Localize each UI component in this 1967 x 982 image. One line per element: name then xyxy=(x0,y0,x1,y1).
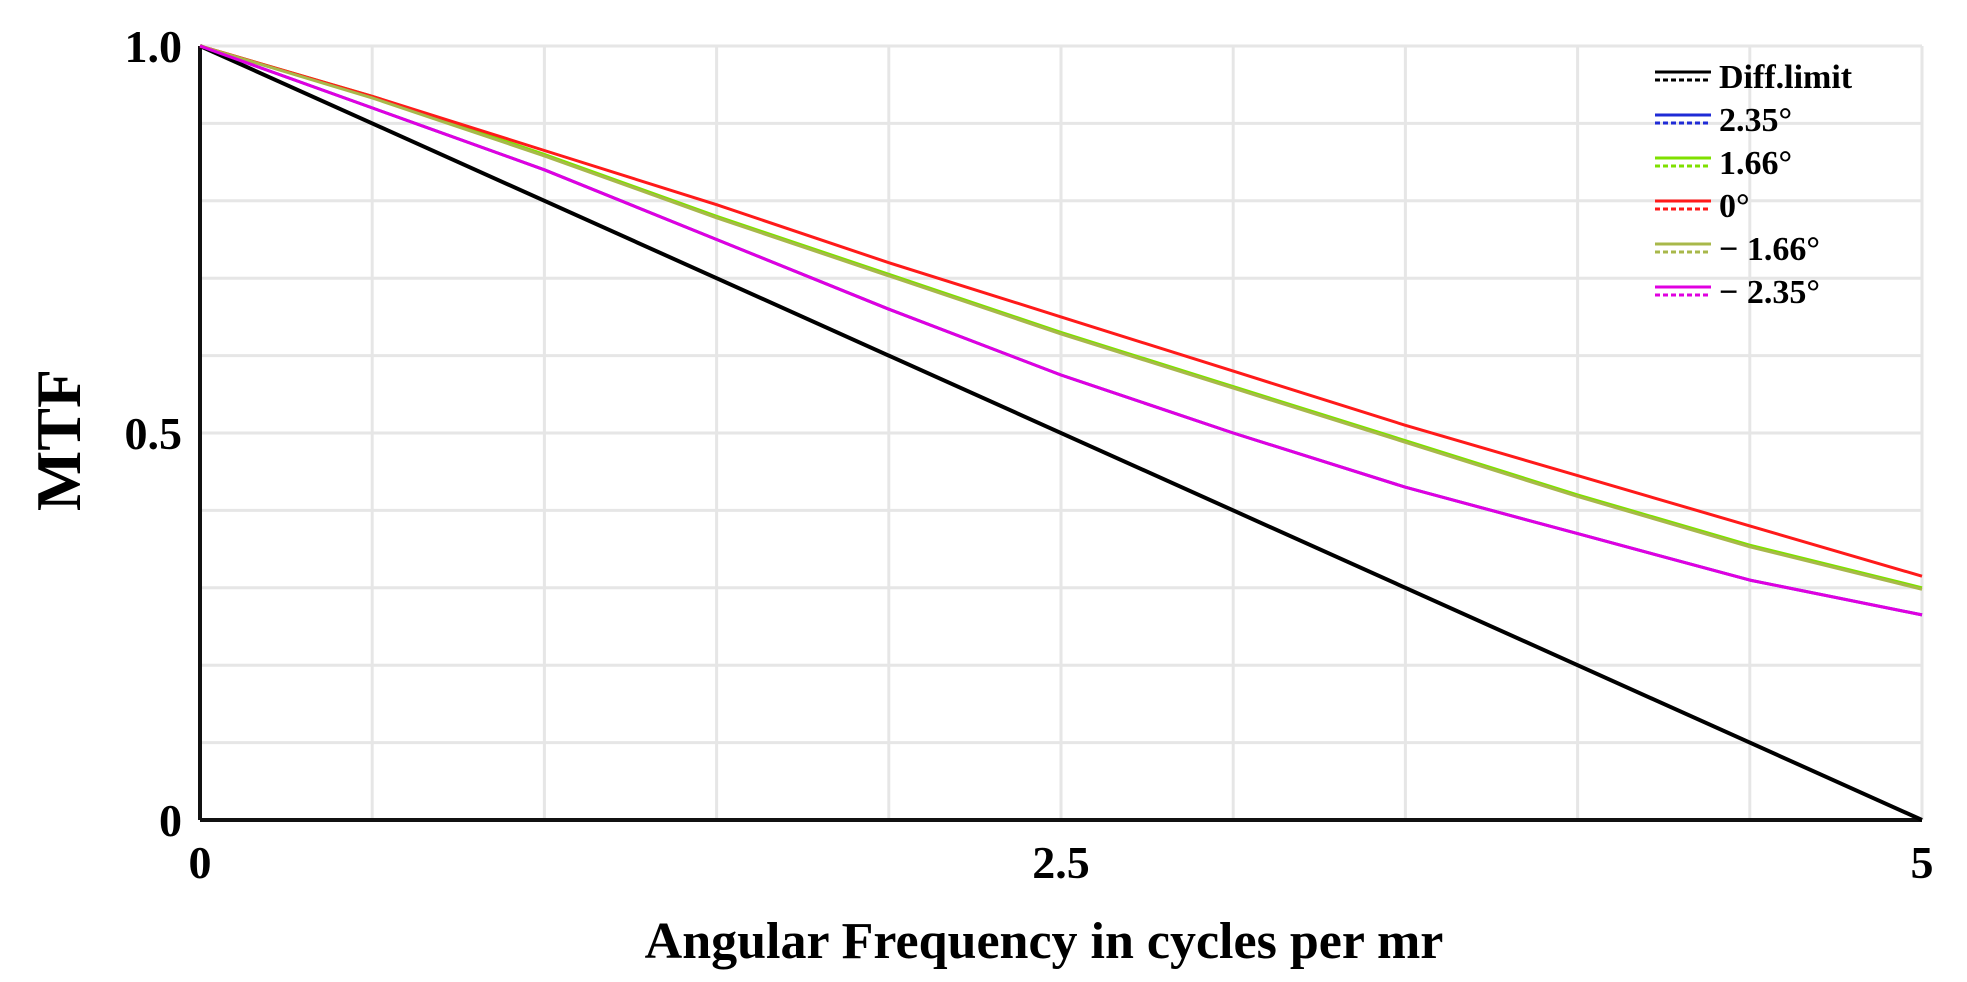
y-tick-label: 0.5 xyxy=(125,408,183,459)
x-tick-label: 2.5 xyxy=(1032,837,1090,888)
x-tick-label: 0 xyxy=(189,837,212,888)
y-tick-label: 1.0 xyxy=(125,21,183,72)
legend-label: 0° xyxy=(1719,188,1750,225)
axes-layer xyxy=(198,46,1922,822)
legend-label: Diff.limit xyxy=(1719,59,1853,96)
series-line-4 xyxy=(199,44,1923,591)
ticks-layer: 0 2.5 5 0 0.5 1.0 xyxy=(125,21,1934,888)
x-tick-label: 5 xyxy=(1911,837,1934,888)
legend-label: 1.66° xyxy=(1719,145,1792,182)
legend-label: − 2.35° xyxy=(1719,274,1820,311)
legend: Diff.limit 2.35° 1.66° 0° − 1.66° − 2.35° xyxy=(1655,59,1853,311)
y-tick-label: 0 xyxy=(159,795,182,846)
x-axis-title: Angular Frequency in cycles per mr xyxy=(645,913,1444,970)
series-line-5 xyxy=(199,44,1923,617)
series-line-3 xyxy=(199,44,1923,578)
series-line-0 xyxy=(199,44,1923,822)
legend-label: 2.35° xyxy=(1719,102,1792,139)
series-layer xyxy=(199,44,1923,822)
y-axis-title: MTF xyxy=(23,369,94,511)
legend-label: − 1.66° xyxy=(1719,231,1820,268)
